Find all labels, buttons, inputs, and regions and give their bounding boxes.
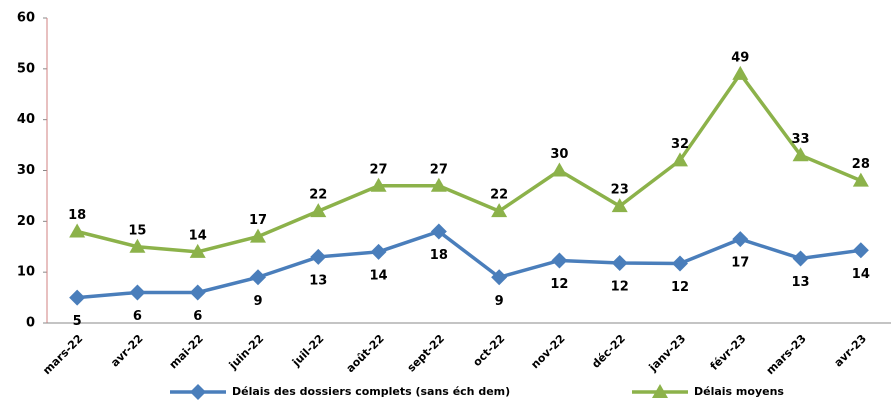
legend-label: Délais moyens [694,385,784,398]
point [250,228,266,243]
x-tick-label: oct-22 [470,332,507,369]
data-label: 6 [193,309,202,324]
point [190,384,206,400]
data-label: 22 [309,188,327,203]
point [250,269,266,286]
data-label: 32 [671,137,689,152]
x-tick-label: déc-22 [589,332,628,371]
data-label: 18 [430,248,448,263]
x-tick-label: sept-22 [405,332,447,374]
data-label: 12 [671,280,689,295]
data-label: 14 [370,268,388,283]
point [491,269,508,286]
x-tick-label: août-22 [344,332,387,375]
y-tick-label: 50 [17,61,35,76]
x-tick-label: juin-22 [226,332,266,372]
data-label: 33 [792,132,810,147]
x-tick-label: juil-22 [289,332,326,369]
legend-label: Délais des dossiers complets (sans éch d… [232,385,510,398]
series-line [76,229,862,300]
x-tick-label: mars-22 [40,332,85,377]
point [852,172,869,187]
data-label: 14 [189,228,207,243]
data-label: 49 [731,50,749,65]
data-label: 30 [550,147,568,162]
point [430,223,447,240]
point [129,238,146,253]
data-label: 28 [852,157,870,172]
data-label: 12 [611,280,629,295]
point [611,198,628,213]
data-label: 9 [253,294,262,309]
data-label: 9 [495,294,504,309]
x-tick-label: avr-22 [108,332,145,369]
y-tick-label: 20 [17,214,35,229]
data-label: 23 [611,183,629,198]
point [672,152,688,167]
point [430,177,447,192]
point [852,242,869,259]
point [69,289,86,306]
point [310,248,327,265]
data-label: 27 [430,162,448,177]
point [672,255,688,272]
x-tick-label: nov-22 [528,332,567,371]
point [792,147,809,162]
x-tick-label: avr-23 [832,332,869,369]
data-label: 17 [731,256,749,271]
x-tick-label: mai-22 [167,332,206,371]
y-tick-label: 0 [26,316,35,331]
y-tick-label: 40 [17,112,35,127]
x-tick-label: févr-23 [708,332,749,373]
point [551,252,568,269]
y-tick-label: 60 [17,11,35,26]
data-label: 13 [309,273,327,288]
point [310,203,327,218]
x-tick-label: janv-23 [646,332,688,374]
data-label: 27 [370,162,388,177]
data-label: 5 [73,314,82,329]
data-label: 17 [249,213,267,228]
data-label: 13 [792,275,810,290]
data-label: 18 [68,208,86,223]
data-label: 22 [490,188,508,203]
point [69,223,86,238]
point [129,284,146,301]
data-label: 14 [852,267,870,282]
y-tick-label: 30 [17,163,35,178]
point [189,284,206,301]
point [491,203,508,218]
point [652,384,668,398]
point [792,250,809,267]
y-tick-label: 10 [17,265,35,280]
data-label: 12 [550,277,568,292]
point [370,177,387,192]
point [732,231,749,248]
data-label: 6 [133,309,142,324]
data-label: 15 [128,223,146,238]
point [370,243,387,260]
point [551,162,568,177]
x-tick-label: mars-23 [764,332,809,377]
point [189,243,206,258]
point [732,65,749,80]
point [611,255,628,272]
series-line [76,70,862,254]
